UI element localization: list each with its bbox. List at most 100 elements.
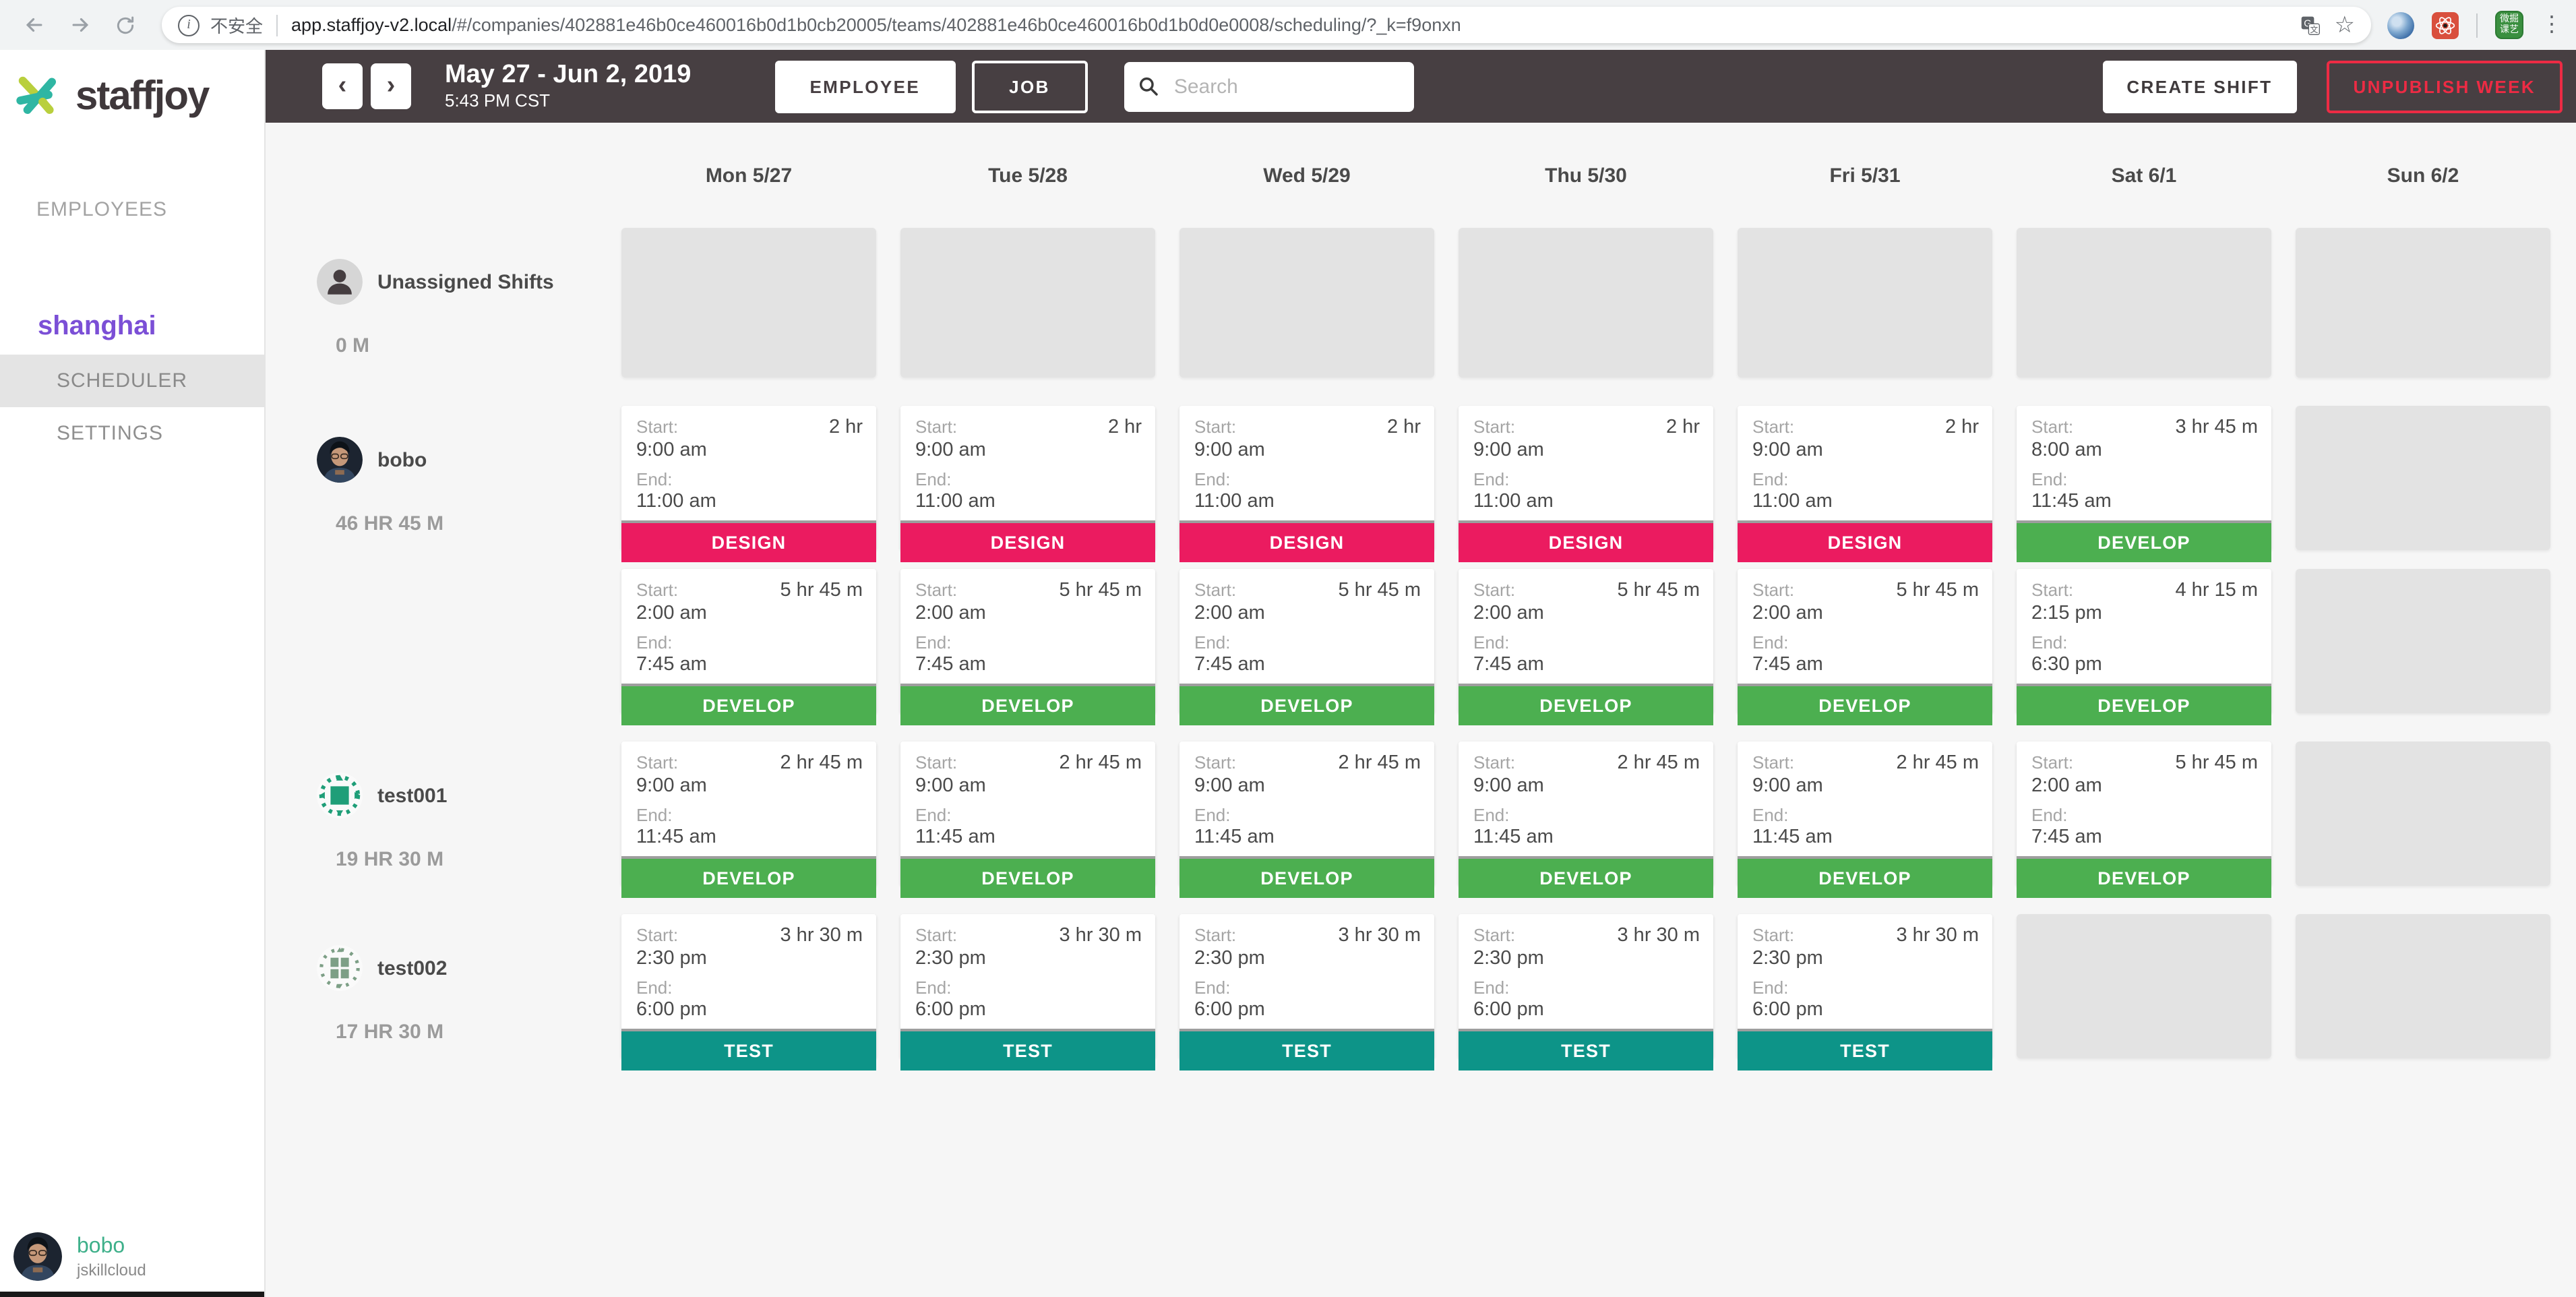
extension-green-chinese-icon[interactable]: 微掘 课艺 <box>2495 11 2523 39</box>
shift-end-label: End: <box>636 977 673 998</box>
sidebar-item-employees[interactable]: EMPLOYEES <box>36 198 168 221</box>
shift-duration: 2 hr 45 m <box>1338 752 1421 774</box>
current-time-label: 5:43 PM CST <box>445 90 551 111</box>
shift-card[interactable]: Start: 9:00 am End: 11:45 am 2 hr 45 m D… <box>621 742 876 899</box>
browser-menu-kebab-icon[interactable]: ⋮ <box>2541 13 2563 36</box>
previous-week-button chevron-left-icon[interactable]: ‹ <box>322 63 363 109</box>
empty-shift-box <box>2296 914 2550 1058</box>
shift-sub-row: Start: 9:00 am End: 11:45 am 2 hr 45 m D… <box>621 742 2576 899</box>
shift-card[interactable]: Start: 2:30 pm End: 6:00 pm 3 hr 30 m TE… <box>1738 914 1992 1071</box>
shift-start-time: 2:15 pm <box>2031 602 2102 624</box>
shift-duration: 5 hr 45 m <box>780 580 863 601</box>
empty-shift-box <box>621 228 876 378</box>
day-header-label: Thu 5/30 <box>1545 164 1627 187</box>
shift-end-label: End: <box>1752 632 1789 653</box>
employee-weekly-total: 0 M <box>336 334 370 357</box>
shift-card-body: Start: 2:30 pm End: 6:00 pm 3 hr 30 m <box>1738 914 1992 1029</box>
shift-card[interactable]: Start: 9:00 am End: 11:00 am 2 hr DESIGN <box>621 406 876 563</box>
browser-reload-button reload-icon[interactable] <box>108 7 143 42</box>
shift-end-time: 6:00 pm <box>915 999 986 1021</box>
shift-end-label: End: <box>915 804 952 825</box>
empty-shift-box <box>1179 228 1434 378</box>
shift-card[interactable]: Start: 2:15 pm End: 6:30 pm 4 hr 15 m DE… <box>2017 569 2271 726</box>
unpublish-week-button[interactable]: UNPUBLISH WEEK <box>2326 60 2563 113</box>
employee-name: Unassigned Shifts <box>377 270 554 293</box>
brand-name: staffjoy <box>75 74 210 119</box>
shift-card[interactable]: Start: 2:30 pm End: 6:00 pm 3 hr 30 m TE… <box>900 914 1155 1071</box>
shift-duration: 4 hr 15 m <box>2175 580 2259 601</box>
sidebar-item-settings[interactable]: SETTINGS <box>57 422 164 445</box>
sidebar-team-name[interactable]: shanghai <box>38 311 156 341</box>
browser-back-button back-arrow-icon[interactable] <box>16 7 51 42</box>
extension-react-devtools-icon[interactable] <box>2432 11 2459 38</box>
shift-start-label: Start: <box>636 417 679 437</box>
shift-end-label: End: <box>1473 632 1510 653</box>
shift-card[interactable]: Start: 9:00 am End: 11:45 am 2 hr 45 m D… <box>900 742 1155 899</box>
empty-shift-box <box>1738 228 1992 378</box>
shift-card[interactable]: Start: 2:00 am End: 7:45 am 5 hr 45 m DE… <box>1738 569 1992 726</box>
week-date-block: May 27 - Jun 2, 2019 5:43 PM CST <box>445 61 691 111</box>
search-input[interactable] <box>1171 73 1401 99</box>
shift-end-time: 11:00 am <box>1194 491 1275 513</box>
shift-card-body: Start: 2:00 am End: 7:45 am 5 hr 45 m <box>1179 569 1434 684</box>
search-icon <box>1139 77 1158 96</box>
employee-view-toggle[interactable]: EMPLOYEE <box>774 60 956 113</box>
search-box[interactable] <box>1124 61 1414 111</box>
shift-card[interactable]: Start: 9:00 am End: 11:45 am 2 hr 45 m D… <box>1738 742 1992 899</box>
shift-end-time: 7:45 am <box>636 654 707 676</box>
job-view-toggle[interactable]: JOB <box>971 60 1088 113</box>
extension-blue-swirl-icon[interactable] <box>2387 11 2414 38</box>
shift-end-time: 6:00 pm <box>1752 999 1823 1021</box>
shift-end-label: End: <box>915 977 952 998</box>
shift-job-band: TEST <box>621 1029 876 1071</box>
shift-duration: 3 hr 30 m <box>1059 925 1142 946</box>
url-text[interactable]: app.staffjoy-v2.local/#/companies/402881… <box>291 15 2286 35</box>
next-week-button chevron-right-icon[interactable]: › <box>371 63 411 109</box>
shift-card[interactable]: Start: 9:00 am End: 11:00 am 2 hr DESIGN <box>1459 406 1713 563</box>
shift-start-time: 2:30 pm <box>636 947 707 969</box>
shift-duration: 2 hr <box>1387 417 1421 438</box>
shift-card[interactable]: Start: 2:00 am End: 7:45 am 5 hr 45 m DE… <box>1179 569 1434 726</box>
staffjoy-logo[interactable]: staffjoy <box>0 50 264 123</box>
shift-card[interactable]: Start: 9:00 am End: 11:45 am 2 hr 45 m D… <box>1459 742 1713 899</box>
url-divider <box>276 14 278 36</box>
shift-start-label: Start: <box>1194 752 1237 773</box>
staffjoy-star-icon <box>16 76 57 115</box>
shift-job-band: TEST <box>1738 1029 1992 1071</box>
svg-text:G: G <box>2304 18 2311 28</box>
shift-card[interactable]: Start: 2:30 pm End: 6:00 pm 3 hr 30 m TE… <box>1459 914 1713 1071</box>
schedule-row-group: test001 19 HR 30 M Start: 9:00 am End: 11… <box>266 742 2576 899</box>
create-shift-button[interactable]: CREATE SHIFT <box>2102 60 2297 113</box>
shift-duration: 3 hr 45 m <box>2175 417 2259 438</box>
empty-shift-box <box>2017 914 2271 1058</box>
shift-duration: 5 hr 45 m <box>1617 580 1700 601</box>
shift-job-band: DEVELOP <box>900 856 1155 899</box>
shift-end-time: 7:45 am <box>1473 654 1544 676</box>
shift-card[interactable]: Start: 2:00 am End: 7:45 am 5 hr 45 m DE… <box>621 569 876 726</box>
shift-start-label: Start: <box>1194 925 1237 945</box>
shift-card[interactable]: Start: 8:00 am End: 11:45 am 3 hr 45 m D… <box>2017 406 2271 563</box>
shift-card[interactable]: Start: 2:30 pm End: 6:00 pm 3 hr 30 m TE… <box>1179 914 1434 1071</box>
shift-job-band: DESIGN <box>1738 520 1992 563</box>
shift-duration: 3 hr 30 m <box>1896 925 1980 946</box>
current-user-block[interactable]: bobo jskillcloud <box>13 1232 146 1281</box>
shift-card[interactable]: Start: 9:00 am End: 11:00 am 2 hr DESIGN <box>1179 406 1434 563</box>
shift-job-band: DEVELOP <box>1738 684 1992 726</box>
shift-card[interactable]: Start: 9:00 am End: 11:00 am 2 hr DESIGN <box>900 406 1155 563</box>
url-bar[interactable]: i 不安全 app.staffjoy-v2.local/#/companies/… <box>162 7 2371 43</box>
shift-card[interactable]: Start: 2:00 am End: 7:45 am 5 hr 45 m DE… <box>1459 569 1713 726</box>
shift-card[interactable]: Start: 2:30 pm End: 6:00 pm 3 hr 30 m TE… <box>621 914 876 1071</box>
shift-job-band: DEVELOP <box>621 684 876 726</box>
browser-forward-button forward-arrow-icon[interactable] <box>62 7 97 42</box>
sidebar-item-scheduler[interactable]: SCHEDULER <box>0 355 264 407</box>
shift-card[interactable]: Start: 2:00 am End: 7:45 am 5 hr 45 m DE… <box>2017 742 2271 899</box>
bookmark-star-icon[interactable]: ☆ <box>2334 11 2356 37</box>
shift-start-label: Start: <box>1752 752 1795 773</box>
shift-start-label: Start: <box>1473 417 1516 437</box>
shift-card[interactable]: Start: 9:00 am End: 11:45 am 2 hr 45 m D… <box>1179 742 1434 899</box>
shift-card[interactable]: Start: 2:00 am End: 7:45 am 5 hr 45 m DE… <box>900 569 1155 726</box>
info-icon[interactable]: i <box>178 14 200 36</box>
shift-card[interactable]: Start: 9:00 am End: 11:00 am 2 hr DESIGN <box>1738 406 1992 563</box>
view-toggle-group: EMPLOYEE JOB <box>774 60 1088 113</box>
